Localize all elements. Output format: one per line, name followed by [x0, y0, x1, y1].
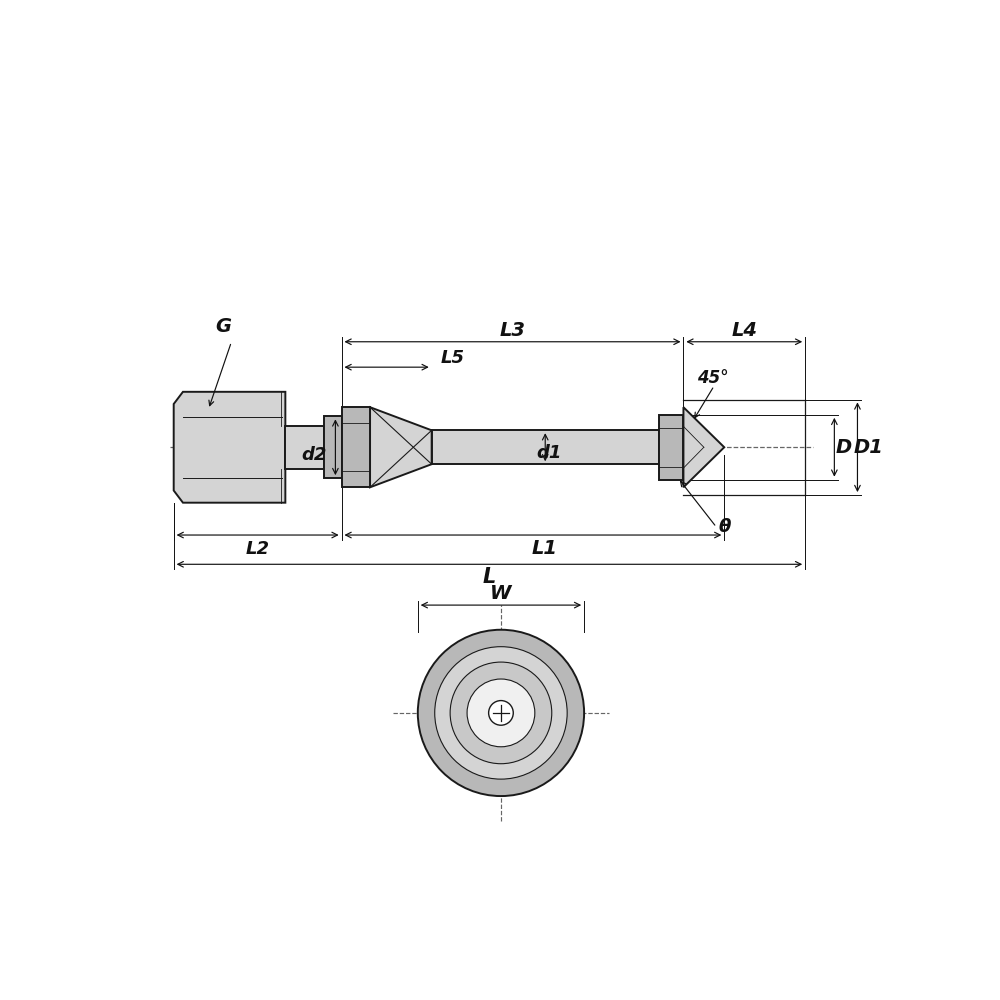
Text: L2: L2 [246, 540, 270, 558]
Text: L: L [483, 567, 496, 587]
Polygon shape [683, 407, 724, 487]
Polygon shape [370, 407, 432, 487]
Polygon shape [285, 426, 324, 469]
Polygon shape [324, 416, 342, 478]
Text: D1: D1 [853, 438, 883, 457]
Text: L5: L5 [441, 349, 465, 367]
Text: D: D [835, 438, 852, 457]
Circle shape [435, 647, 567, 779]
Polygon shape [342, 407, 370, 487]
Text: θ: θ [718, 518, 730, 536]
Polygon shape [432, 430, 659, 464]
Text: W: W [490, 584, 512, 603]
Circle shape [489, 701, 513, 725]
Circle shape [450, 662, 552, 764]
Text: d2: d2 [301, 446, 327, 464]
Polygon shape [174, 392, 285, 503]
Text: G: G [216, 317, 232, 336]
Circle shape [418, 630, 584, 796]
Text: L1: L1 [531, 539, 557, 558]
Text: L4: L4 [731, 321, 757, 340]
Polygon shape [659, 415, 683, 480]
Text: L3: L3 [500, 321, 526, 340]
Text: 45°: 45° [697, 369, 729, 387]
Circle shape [467, 679, 535, 747]
Text: d1: d1 [536, 444, 562, 462]
